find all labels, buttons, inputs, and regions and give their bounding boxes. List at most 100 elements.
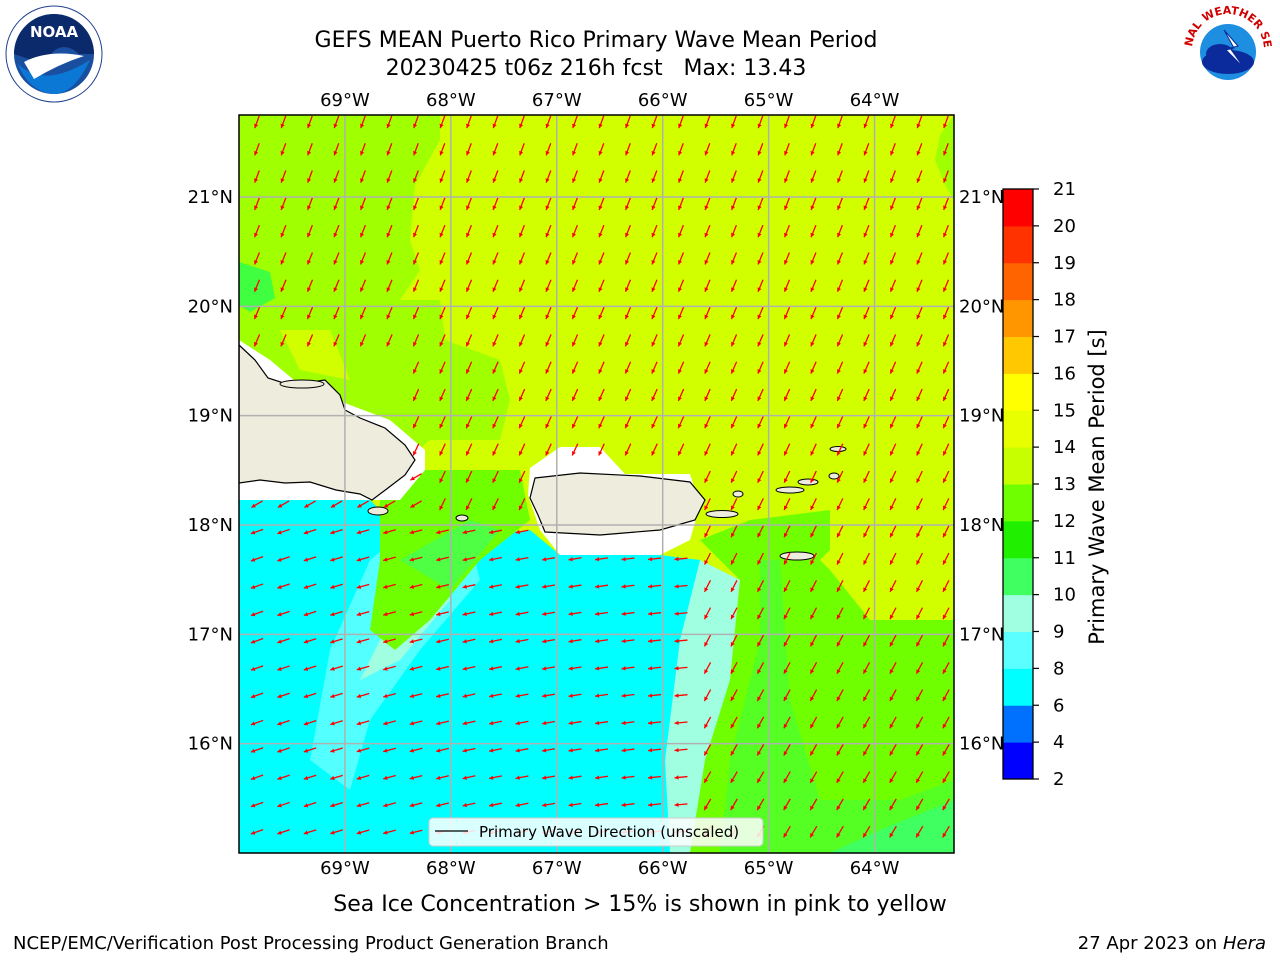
wave-arrow bbox=[568, 775, 582, 780]
wave-arrow bbox=[731, 115, 737, 129]
wave-arrow bbox=[889, 689, 897, 702]
wave-arrow bbox=[783, 443, 791, 456]
wave-arrow bbox=[810, 306, 817, 320]
wave-arrow bbox=[439, 142, 446, 156]
wave-arrow bbox=[809, 716, 818, 729]
credit-organization: NCEP/EMC/Verification Post Processing Pr… bbox=[13, 933, 609, 954]
wave-arrow bbox=[515, 584, 529, 589]
wave-arrow bbox=[598, 388, 605, 402]
wave-arrow bbox=[541, 802, 556, 808]
lon-label-bottom: 69°W bbox=[320, 858, 370, 879]
title-line-2: 20230425 t06z 216h fcst Max: 13.43 bbox=[385, 56, 807, 81]
wave-arrow bbox=[703, 607, 712, 620]
wave-arrow bbox=[462, 556, 476, 562]
wave-arrow bbox=[836, 443, 844, 456]
wave-arrow bbox=[518, 306, 526, 320]
wave-arrow bbox=[890, 197, 896, 211]
wave-arrow bbox=[862, 743, 871, 756]
wave-arrow bbox=[439, 224, 446, 238]
map-area bbox=[239, 115, 954, 853]
wave-arrow bbox=[783, 525, 791, 538]
wave-arrow bbox=[889, 716, 897, 729]
wave-arrow bbox=[383, 500, 396, 509]
wave-arrow bbox=[541, 720, 556, 726]
wave-arrow bbox=[412, 388, 420, 402]
wave-arrow bbox=[598, 170, 605, 183]
wave-arrow bbox=[651, 197, 658, 211]
wave-arrow bbox=[836, 224, 844, 238]
wave-arrow bbox=[303, 747, 317, 753]
colorbar-segment bbox=[1003, 225, 1033, 264]
wave-arrow bbox=[704, 443, 711, 456]
wave-arrow bbox=[756, 743, 765, 756]
wave-arrow bbox=[277, 801, 290, 808]
wave-arrow bbox=[677, 361, 685, 374]
wave-arrow bbox=[330, 610, 343, 617]
wave-arrow bbox=[386, 224, 393, 238]
wave-arrow bbox=[757, 443, 764, 456]
wave-arrow bbox=[360, 170, 366, 183]
wave-arrow bbox=[598, 416, 605, 429]
wave-arrow bbox=[545, 334, 552, 347]
wave-arrow bbox=[466, 170, 472, 183]
wave-arrow bbox=[277, 583, 290, 589]
period-field-11-12-east bbox=[720, 560, 954, 853]
wave-arrow bbox=[810, 334, 817, 347]
wave-arrow bbox=[280, 279, 287, 293]
wave-arrow bbox=[916, 552, 923, 565]
wave-arrow bbox=[651, 388, 658, 402]
wave-arrow bbox=[359, 279, 367, 293]
wave-arrow bbox=[863, 443, 870, 456]
wave-arrow bbox=[598, 142, 605, 156]
wave-arrow bbox=[306, 279, 314, 293]
lon-label-bottom: 68°W bbox=[426, 858, 476, 879]
wave-arrow bbox=[943, 142, 949, 156]
wave-arrow bbox=[356, 638, 370, 644]
wave-arrow bbox=[756, 771, 765, 784]
wave-arrow bbox=[704, 197, 711, 211]
wave-arrow bbox=[280, 197, 287, 211]
wave-arrow bbox=[621, 584, 635, 589]
wave-arrow bbox=[598, 306, 605, 320]
lat-label-left: 21°N bbox=[188, 187, 233, 208]
wave-arrow bbox=[862, 716, 871, 729]
wave-arrow bbox=[625, 115, 631, 129]
wave-arrow bbox=[598, 334, 605, 347]
colorbar-segment bbox=[1003, 299, 1033, 337]
wave-arrow bbox=[916, 170, 923, 183]
wave-arrow bbox=[783, 498, 791, 511]
wave-arrow bbox=[386, 170, 393, 183]
wave-arrow bbox=[518, 279, 526, 293]
wave-arrow bbox=[916, 279, 923, 293]
wave-arrow bbox=[436, 611, 449, 617]
wave-arrow bbox=[730, 771, 738, 784]
wave-arrow bbox=[277, 528, 290, 535]
period-field-13-14-lobe bbox=[820, 480, 954, 600]
wave-arrow bbox=[651, 416, 658, 429]
wave-arrow bbox=[756, 689, 765, 702]
wave-arrow bbox=[568, 611, 582, 616]
wave-arrow bbox=[492, 416, 499, 429]
wave-arrow bbox=[678, 115, 684, 129]
credit-host: Hera bbox=[1222, 933, 1266, 954]
wave-arrow bbox=[674, 775, 688, 780]
wave-arrow bbox=[621, 720, 635, 726]
wave-arrow bbox=[330, 829, 343, 835]
wave-arrow bbox=[703, 661, 712, 675]
lon-label-top: 66°W bbox=[638, 90, 688, 111]
wave-arrow bbox=[306, 334, 314, 347]
wave-arrow bbox=[356, 665, 370, 671]
wave-arrow bbox=[647, 638, 662, 644]
wave-arrow bbox=[541, 775, 556, 780]
wave-arrow bbox=[465, 224, 473, 238]
gridlines bbox=[239, 115, 954, 853]
wave-arrow bbox=[674, 666, 688, 671]
wave-arrow bbox=[386, 279, 393, 293]
period-field-13-14-patch bbox=[280, 330, 350, 380]
wave-arrow bbox=[462, 611, 476, 617]
wave-arrow bbox=[254, 170, 260, 183]
wave-arrow bbox=[360, 142, 366, 156]
wave-arrow bbox=[889, 743, 897, 756]
wave-arrow bbox=[889, 661, 897, 675]
wave-arrow bbox=[568, 748, 582, 753]
